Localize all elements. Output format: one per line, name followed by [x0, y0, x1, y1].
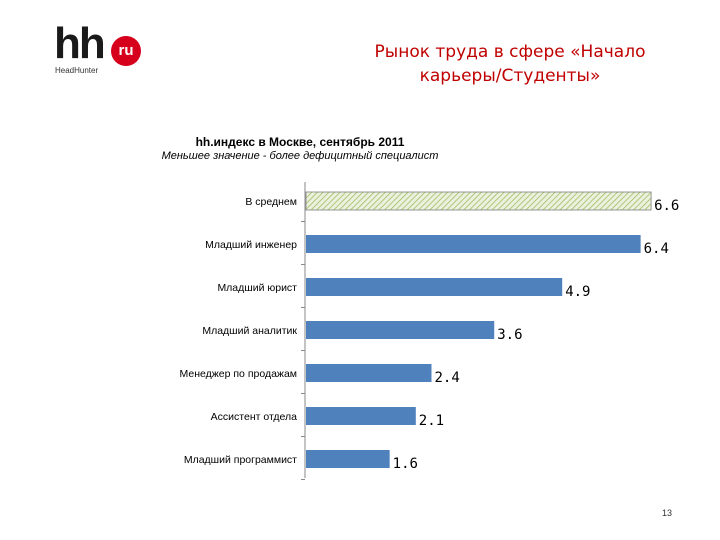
slide-title-line-2: карьеры/Студенты» — [419, 66, 601, 86]
chart-subtitle: Меньшее значение - более дефицитный спец… — [161, 150, 439, 162]
slide-title-line-1: Рынок труда в сфере «Начало — [374, 42, 646, 62]
data-label: 1.6 — [393, 456, 418, 472]
category-label: Младший юрист — [217, 282, 297, 294]
category-label: В среднем — [245, 196, 297, 208]
data-label: 4.9 — [565, 284, 590, 300]
logo-subtitle: HeadHunter — [55, 66, 99, 75]
category-label: Ассистент отдела — [211, 411, 297, 423]
bar — [306, 321, 495, 339]
data-label: 2.1 — [419, 413, 444, 429]
page-number: 13 — [662, 508, 673, 518]
bar — [306, 364, 432, 382]
data-label: 6.6 — [654, 198, 679, 214]
category-label: Менеджер по продажам — [180, 368, 297, 380]
chart-title: hh.индекс в Москве, сентябрь 2011 — [195, 135, 405, 149]
headhunter-logo: hh ru HeadHunter — [54, 22, 144, 80]
bar — [305, 191, 652, 211]
slide-title: Рынок труда в сфере «Начало карьеры/Студ… — [330, 40, 690, 88]
category-label: Младший инженер — [205, 239, 297, 251]
logo-badge: ru — [111, 36, 141, 66]
category-label: Младший аналитик — [202, 325, 297, 337]
bar — [306, 278, 563, 296]
category-label: Младший программист — [184, 454, 297, 466]
bar — [306, 407, 416, 425]
bar — [306, 450, 390, 468]
data-label: 6.4 — [644, 241, 669, 257]
data-label: 3.6 — [497, 327, 522, 343]
logo-mark: hh — [54, 19, 106, 68]
bar — [306, 235, 641, 253]
data-label: 2.4 — [434, 370, 459, 386]
